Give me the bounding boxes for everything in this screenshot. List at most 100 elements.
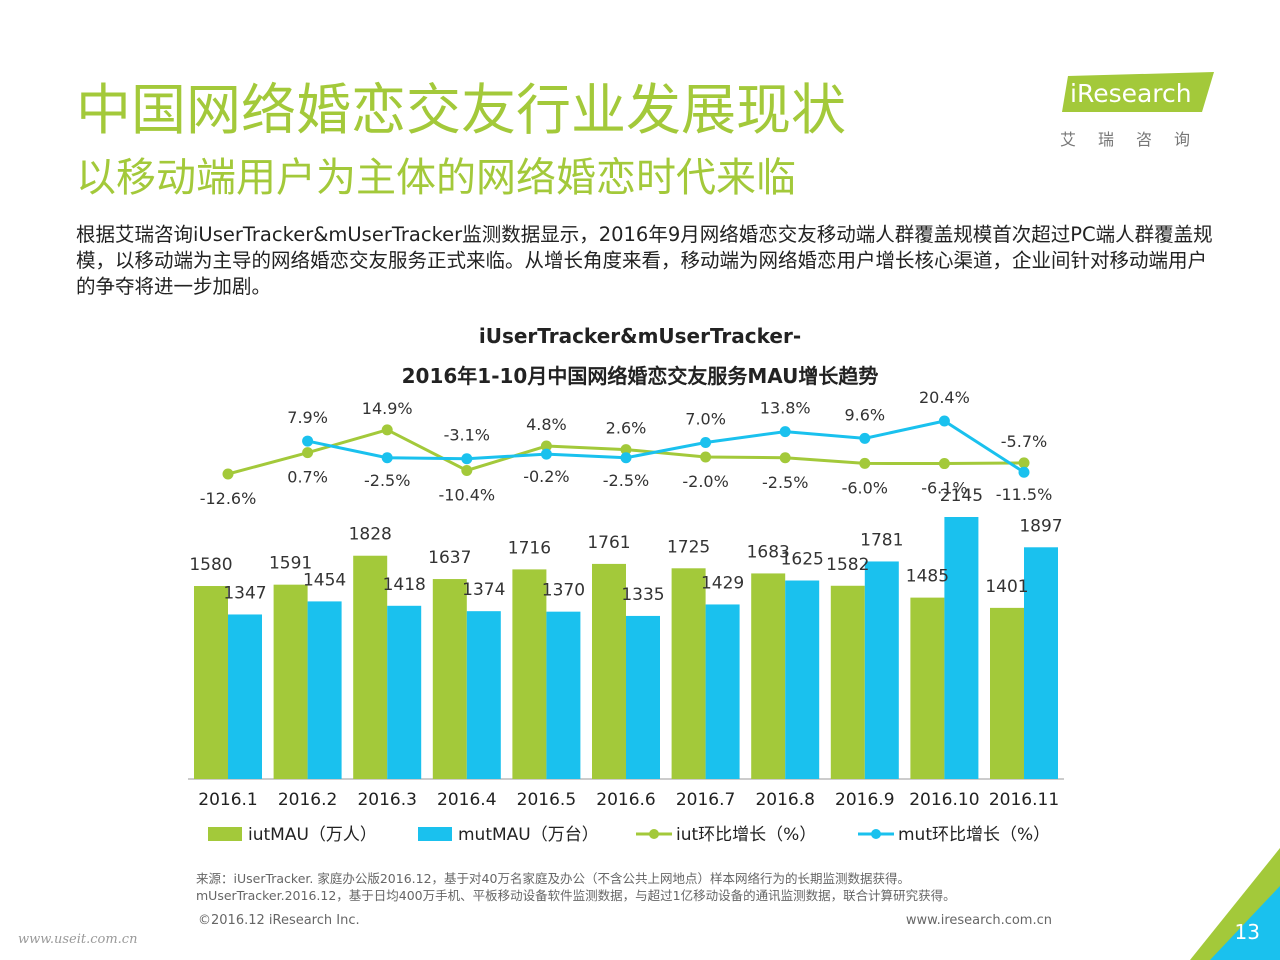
mut-growth-point: [461, 453, 473, 465]
logo-wordmark-text: iResearch: [1070, 79, 1192, 108]
bar-mut-mau: [944, 517, 979, 779]
bar-label-mut: 1625: [781, 550, 824, 570]
bar-label-iut: 1725: [667, 537, 710, 557]
bar-iut-mau: [990, 607, 1024, 779]
x-tick-label: 2016.1: [198, 790, 257, 810]
bar-label-mut: 2145: [940, 486, 983, 506]
iut-growth-label: 4.8%: [526, 415, 567, 434]
bar-label-mut: 1370: [542, 581, 585, 601]
bar-label-iut: 1591: [269, 554, 312, 574]
copyright: ©2016.12 iResearch Inc.: [198, 913, 360, 928]
x-tick-label: 2016.5: [517, 790, 576, 810]
bar-mut-mau: [864, 561, 899, 779]
source-line-1: 来源：iUserTracker. 家庭办公版2016.12，基于对40万名家庭及…: [196, 871, 910, 886]
bar-mut-mau: [705, 604, 740, 779]
iut-growth-point: [620, 444, 632, 456]
bar-mut-mau: [785, 580, 820, 779]
bar-iut-mau: [592, 563, 626, 779]
bar-label-iut: 1761: [587, 533, 630, 553]
x-tick-label: 2016.3: [357, 790, 416, 810]
bar-label-iut: 1401: [985, 577, 1028, 597]
bar-label-iut: 1828: [349, 525, 392, 545]
corner-decoration: [1190, 848, 1280, 960]
bar-label-iut: 1582: [826, 555, 869, 575]
bar-iut-mau: [273, 584, 308, 779]
bar-iut-mau: [512, 569, 547, 779]
bar-label-mut: 1781: [860, 530, 903, 550]
iut-growth-point: [1018, 457, 1030, 469]
legend-label: iut环比增长（%）: [676, 825, 816, 845]
iut-growth-point: [222, 468, 234, 480]
x-tick-label: 2016.6: [596, 790, 655, 810]
mut-growth-label: 9.6%: [844, 405, 885, 424]
iut-growth-label: -12.6%: [200, 489, 257, 508]
bar-iut-mau: [751, 573, 786, 779]
legend-swatch-dot: [871, 829, 881, 839]
iut-growth-label: -6.0%: [842, 478, 888, 497]
iresearch-logo: iResearch 艾瑞咨询: [1056, 68, 1218, 150]
chart-title-line1: iUserTracker&mUserTracker-: [479, 324, 801, 348]
mut-growth-point: [779, 426, 791, 438]
website-url: www.iresearch.com.cn: [905, 913, 1052, 928]
page-number: 13: [1234, 920, 1260, 944]
mut-growth-point: [859, 432, 871, 444]
bar-label-iut: 1485: [906, 567, 949, 587]
page-subtitle: 以移动端用户为主体的网络婚恋时代来临: [76, 155, 796, 201]
iut-growth-point: [700, 451, 712, 463]
intro-paragraph: 根据艾瑞咨询iUserTracker&mUserTracker监测数据显示，20…: [76, 223, 1213, 298]
legend-label: mutMAU（万台）: [458, 825, 599, 845]
iut-growth-point: [859, 457, 871, 469]
logo-chinese-text: 艾瑞咨询: [1060, 130, 1213, 149]
iut-growth-label: -6.1%: [921, 479, 967, 498]
bar-mut-mau: [626, 615, 660, 779]
bar-mut-mau: [546, 611, 581, 779]
x-tick-label: 2016.9: [835, 790, 894, 810]
x-tick-label: 2016.11: [989, 790, 1059, 810]
bar-label-mut: 1897: [1019, 516, 1062, 536]
bar-label-mut: 1429: [701, 573, 744, 593]
bar-label-mut: 1374: [462, 580, 505, 600]
source-line-2: mUserTracker.2016.12，基于日均400万手机、平板移动设备软件…: [196, 888, 956, 903]
bar-mut-mau: [387, 605, 422, 779]
x-tick-label: 2016.4: [437, 790, 496, 810]
bar-mut-mau: [1024, 547, 1058, 779]
mut-growth-label: -2.5%: [603, 471, 649, 490]
iut-growth-label: 2.6%: [606, 419, 647, 438]
lines-layer: [222, 415, 1030, 480]
iresearch-logo-mark: iResearch: [1062, 72, 1214, 112]
bar-label-mut: 1454: [303, 570, 346, 590]
bars-layer: [194, 517, 1058, 779]
source-note: 来源：iUserTracker. 家庭办公版2016.12，基于对40万名家庭及…: [196, 870, 1046, 904]
bar-iut-mau: [194, 586, 228, 779]
x-tick-label: 2016.10: [909, 790, 979, 810]
iut-growth-label: -10.4%: [438, 485, 495, 504]
legend-label: iutMAU（万人）: [248, 825, 377, 845]
legend-swatch: [418, 827, 452, 841]
x-tick-label: 2016.7: [676, 790, 735, 810]
x-tick-label: 2016.8: [755, 790, 814, 810]
iut-growth-point: [461, 464, 473, 476]
watermark: www.useit.com.cn: [18, 932, 138, 947]
bar-label-mut: 1335: [621, 585, 664, 605]
bar-label-iut: 1637: [428, 548, 471, 568]
mut-growth-label: -2.5%: [364, 471, 410, 490]
x-tick-label: 2016.2: [278, 790, 337, 810]
bar-iut-mau: [910, 597, 945, 779]
page-title: 中国网络婚恋交友行业发展现状: [76, 78, 847, 142]
mut-growth-point: [620, 452, 632, 464]
mut-growth-point: [938, 415, 950, 427]
bar-label-iut: 1683: [747, 542, 790, 562]
mut-growth-label: 7.9%: [287, 408, 328, 427]
iut-growth-point: [540, 440, 552, 452]
mut-growth-label: -0.2%: [523, 467, 569, 486]
mut-growth-point: [700, 437, 712, 449]
mut-growth-label: 7.0%: [685, 410, 726, 429]
mut-growth-point: [381, 452, 393, 464]
mut-growth-point: [302, 435, 314, 447]
bar-label-iut: 1580: [189, 555, 232, 575]
iut-growth-point: [938, 458, 950, 470]
iut-growth-label: -2.5%: [762, 473, 808, 492]
legend-label: mut环比增长（%）: [898, 825, 1050, 845]
